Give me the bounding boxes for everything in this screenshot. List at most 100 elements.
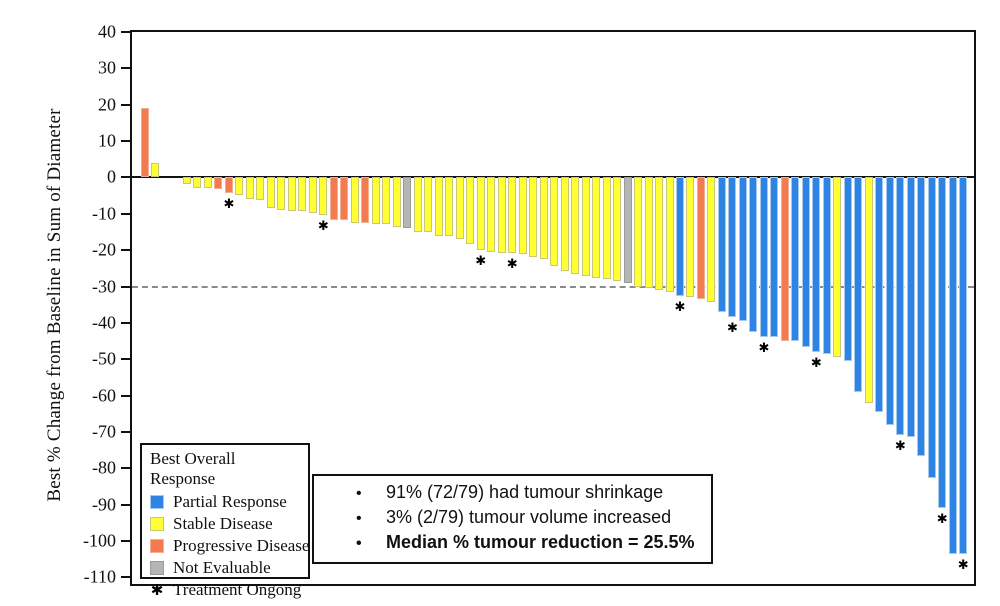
patient-bar-24-sd: [382, 177, 391, 224]
y-tick-label: -50: [92, 348, 116, 369]
patient-bar-51-sd: [665, 177, 674, 292]
y-tick-mark: [121, 67, 130, 70]
patient-bar-69-pr: [854, 177, 863, 392]
asterisk-symbol: ✱: [150, 580, 164, 599]
y-tick-label: 0: [107, 166, 116, 187]
patient-bar-2-sd: [151, 162, 160, 178]
sd-color-swatch: [150, 517, 164, 531]
y-tick-mark: [121, 31, 130, 33]
patient-bar-22-pd: [361, 177, 370, 223]
ne-color-swatch: [150, 561, 164, 575]
patient-bar-62-pd: [780, 177, 789, 342]
treatment-ongoing-marker: ✱: [936, 512, 948, 528]
patient-bar-12-sd: [256, 177, 265, 201]
y-tick-mark: [121, 285, 130, 288]
patient-bar-10-sd: [235, 177, 244, 196]
legend-item-SD: Stable Disease: [150, 513, 302, 535]
patient-bar-73-pr: [896, 177, 905, 436]
patient-bar-23-sd: [371, 177, 380, 224]
y-tick-label: 20: [98, 94, 116, 115]
patient-bar-44-sd: [592, 177, 601, 278]
patient-bar-16-sd: [298, 177, 307, 212]
patient-bar-64-pr: [801, 177, 810, 347]
y-tick-mark: [121, 103, 130, 106]
patient-bar-32-sd: [466, 177, 475, 245]
patient-bar-41-sd: [560, 177, 569, 271]
annotation-line: • Median % tumour reduction = 25.5%: [352, 532, 711, 557]
y-tick-label: 40: [98, 21, 116, 42]
patient-bar-34-sd: [487, 177, 496, 252]
patient-bar-39-sd: [539, 177, 548, 259]
patient-bar-1-pd: [141, 108, 149, 178]
patient-bar-9-pd: [224, 177, 233, 194]
patient-bar-5-sd: [182, 177, 191, 184]
patient-bar-58-pr: [738, 177, 747, 322]
patient-bar-56-pr: [717, 177, 726, 312]
patient-bar-31-sd: [455, 177, 464, 240]
patient-bar-30-sd: [445, 177, 454, 236]
treatment-ongoing-marker: ✱: [223, 197, 235, 213]
y-tick-mark: [121, 321, 130, 324]
y-tick-mark: [121, 576, 130, 579]
y-tick-label: -10: [92, 203, 116, 224]
treatment-ongoing-marker: ✱: [674, 299, 686, 315]
legend-items: Partial Response Stable Disease Progressiv…: [150, 491, 309, 601]
patient-bar-19-pd: [329, 177, 338, 221]
patient-bar-70-sd: [864, 177, 873, 403]
patient-bar-65-pr: [812, 177, 821, 352]
annotation-text: 91% (72/79) had tumour shrinkage: [386, 482, 664, 502]
patient-bar-15-sd: [287, 177, 296, 212]
legend-item-label: Not Evaluable: [173, 558, 271, 577]
patient-bar-72-pr: [885, 177, 894, 425]
patient-bar-18-sd: [319, 177, 328, 216]
y-tick-mark: [121, 394, 130, 397]
patient-bar-7-sd: [203, 177, 212, 188]
patient-bar-63-pr: [791, 177, 800, 342]
patient-bar-11-sd: [245, 177, 254, 199]
patient-bar-13-sd: [266, 177, 275, 208]
patient-bar-74-pr: [906, 177, 915, 438]
patient-bar-77-pr: [938, 177, 947, 509]
patient-bar-60-pr: [759, 177, 768, 338]
annotation-text: 3% (2/79) tumour volume increased: [386, 507, 672, 527]
y-tick-label: 30: [98, 57, 116, 78]
legend-item-label: Partial Response: [173, 492, 287, 511]
patient-bar-53-sd: [686, 177, 695, 298]
patient-bar-21-sd: [350, 177, 359, 223]
y-tick-label: -110: [83, 566, 116, 587]
patient-bar-57-pr: [728, 177, 737, 318]
y-tick-label: -80: [92, 457, 116, 478]
patient-bar-68-pr: [843, 177, 852, 362]
patient-bar-6-sd: [193, 177, 202, 188]
y-tick-mark: [121, 249, 130, 252]
patient-bar-38-sd: [529, 177, 538, 257]
patient-bar-76-pr: [927, 177, 936, 479]
y-tick-mark: [121, 212, 130, 215]
y-tick-mark: [121, 431, 130, 433]
patient-bar-75-pr: [917, 177, 926, 456]
annotation-text: Median % tumour reduction = 25.5%: [386, 532, 695, 552]
patient-bar-46-sd: [613, 177, 622, 282]
patient-bar-52-pr: [675, 177, 684, 296]
patient-bar-71-pr: [875, 177, 884, 412]
annotation-line: • 91% (72/79) had tumour shrinkage: [352, 482, 711, 507]
y-tick-mark: [121, 358, 130, 361]
patient-bar-47-ne: [623, 177, 632, 283]
bullet-icon: •: [356, 485, 362, 502]
patient-bar-40-sd: [550, 177, 559, 266]
patient-bar-29-sd: [434, 177, 443, 236]
patient-bar-61-pr: [770, 177, 779, 338]
y-tick-label: -90: [92, 494, 116, 515]
annotation-lines: • 91% (72/79) had tumour shrinkage • 3% (2/…: [352, 482, 711, 557]
y-axis-title: Best % Change from Baseline in Sum of Di…: [44, 108, 65, 502]
patient-bar-48-sd: [634, 177, 643, 287]
legend-item-PD: Progressive Disease: [150, 535, 309, 557]
y-tick-label: -70: [92, 421, 116, 442]
legend-item-label: Treatment Ongong: [173, 580, 302, 599]
patient-bar-26-ne: [403, 177, 412, 229]
treatment-ongoing-marker: ✱: [726, 321, 738, 337]
patient-bar-55-sd: [707, 177, 716, 302]
legend-item-label: Stable Disease: [173, 514, 273, 533]
treatment-ongoing-marker: ✱: [758, 341, 770, 357]
